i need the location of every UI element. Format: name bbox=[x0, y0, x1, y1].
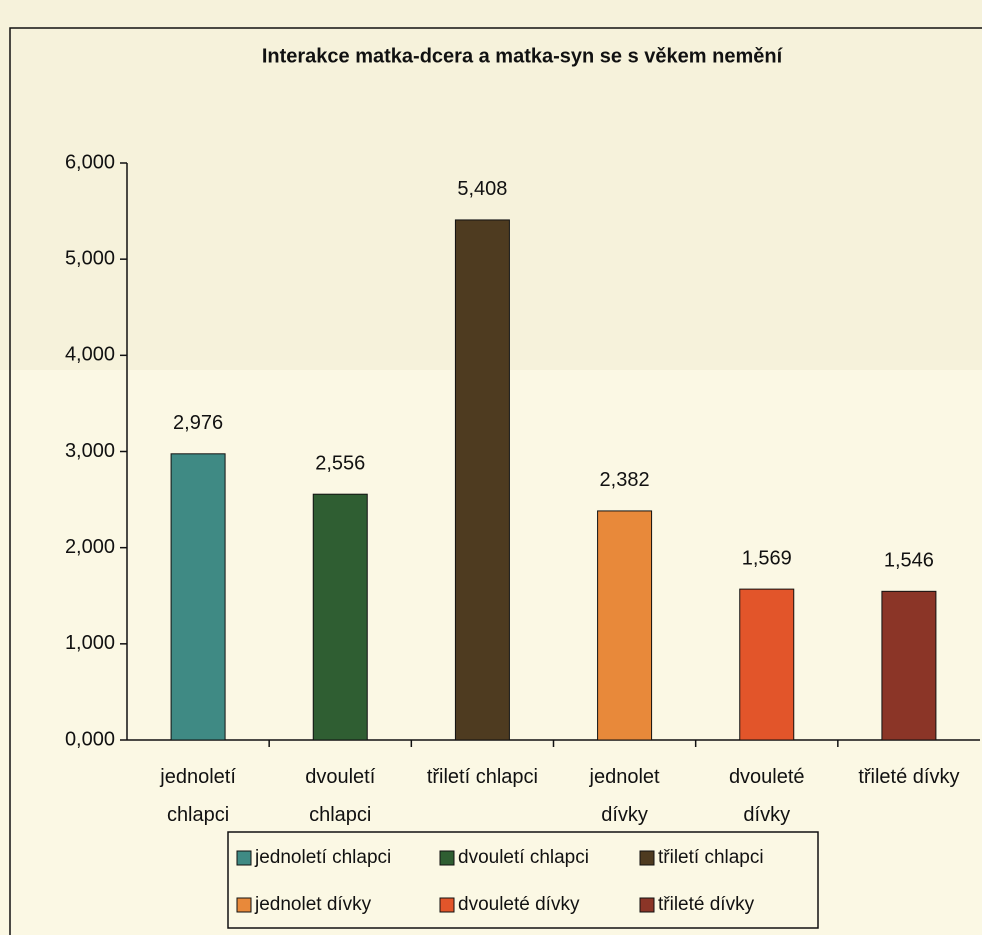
y-tick-label: 4,000 bbox=[65, 344, 115, 366]
y-tick-label: 5,000 bbox=[65, 247, 115, 269]
bar bbox=[881, 590, 937, 741]
x-tick-label: dvouleté dívky bbox=[729, 766, 805, 826]
legend-label: dvouletí chlapci bbox=[458, 847, 589, 868]
y-tick-label: 6,000 bbox=[65, 151, 115, 173]
legend-label: třileté dívky bbox=[658, 894, 755, 915]
legend-box bbox=[227, 831, 819, 929]
y-tick-label: 3,000 bbox=[65, 440, 115, 462]
x-tick-label: jednoletí chlapci bbox=[159, 766, 236, 826]
bar bbox=[170, 453, 226, 741]
legend-label: jednolet dívky bbox=[254, 894, 372, 915]
legend-swatch bbox=[639, 850, 655, 866]
bar bbox=[739, 588, 795, 741]
value-label: 2,382 bbox=[600, 469, 650, 491]
legend-swatch bbox=[236, 850, 252, 866]
y-tick-label: 2,000 bbox=[65, 536, 115, 558]
chart-title: Interakce matka-dcera a matka-syn se s v… bbox=[262, 45, 784, 67]
legend-label: jednoletí chlapci bbox=[254, 847, 391, 868]
x-tick-label: třiletí chlapci bbox=[427, 766, 538, 788]
legend-label: dvouleté dívky bbox=[458, 894, 580, 915]
legend-swatch bbox=[639, 897, 655, 913]
chart-frame bbox=[9, 27, 982, 935]
legend-swatch bbox=[439, 850, 455, 866]
value-label: 5,408 bbox=[457, 178, 507, 200]
value-label: 2,976 bbox=[173, 412, 223, 434]
y-tick-label: 0,000 bbox=[65, 728, 115, 750]
x-tick-label: jednolet dívky bbox=[589, 766, 661, 826]
bar bbox=[454, 219, 510, 741]
value-label: 2,556 bbox=[315, 452, 365, 474]
x-tick-label: třileté dívky bbox=[858, 766, 959, 788]
bar bbox=[597, 510, 653, 741]
value-label: 1,569 bbox=[742, 547, 792, 569]
legend-swatch bbox=[439, 897, 455, 913]
legend-swatch bbox=[236, 897, 252, 913]
legend-label: třiletí chlapci bbox=[658, 847, 764, 868]
bar bbox=[312, 493, 368, 741]
y-tick-label: 1,000 bbox=[65, 632, 115, 654]
value-label: 1,546 bbox=[884, 550, 934, 572]
x-tick-label: dvouletí chlapci bbox=[305, 766, 375, 826]
